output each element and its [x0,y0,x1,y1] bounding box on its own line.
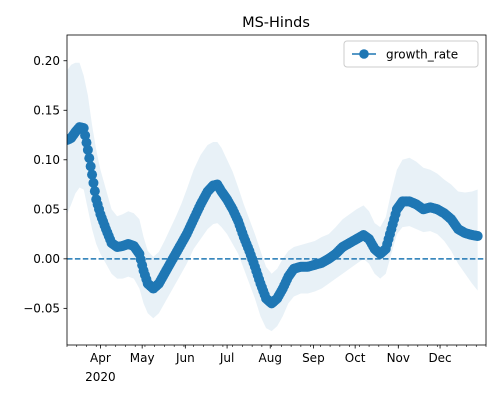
x-tick-label: Dec [428,351,451,365]
y-tick-label: −0.05 [23,302,60,316]
legend: growth_rate [343,40,479,68]
y-tick-label: 0.10 [33,153,60,167]
x-tick-label: Jul [219,351,234,365]
x-tick-label: Aug [259,351,282,365]
x-tick-label: Jun [175,351,195,365]
plot-area [67,62,486,332]
axes: 0.20 0.15 0.10 0.05 0.00 −0.05 Apr 2020 May Jun Ju… [23,34,487,384]
plot-frame [66,34,487,346]
data-point [472,231,483,242]
legend-box [343,40,479,68]
data-point-interp [88,177,99,188]
x-tick-label: May [130,351,155,365]
data-point [87,169,98,180]
confidence-band [67,62,478,332]
chart-title: MS-Hinds [242,15,310,31]
y-tick-label: 0.20 [33,54,60,68]
x-tick-year-label: 2020 [85,370,116,384]
legend-marker [359,49,369,59]
data-point-interp [89,186,100,197]
data-point-interp [84,153,95,164]
x-tick-label: Sep [302,351,325,365]
x-tick-label: Apr [90,351,111,365]
data-point [82,144,93,155]
data-point-interp [85,161,96,172]
legend-label: growth_rate [386,48,458,62]
y-tick-label: 0.15 [33,104,60,118]
x-tick-label: Nov [387,351,410,365]
x-tick-label: Oct [345,351,366,365]
y-tick-label: 0.00 [33,252,60,266]
y-tick-label: 0.05 [33,203,60,217]
